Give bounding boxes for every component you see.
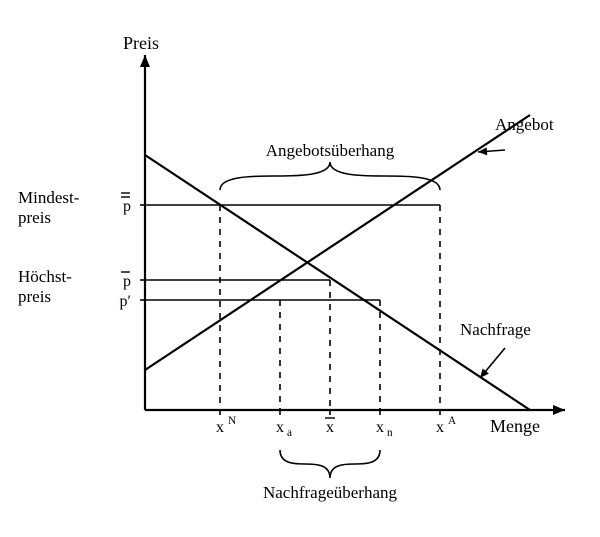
xtick-xA: xA	[436, 410, 456, 436]
econ-diagram: Preis Menge Angebot Nachfrage Mindest- p…	[0, 0, 600, 537]
svg-text:A: A	[448, 415, 456, 427]
svg-text:p: p	[123, 273, 131, 290]
x-axis-arrowhead	[553, 405, 565, 415]
surplus-label: Angebotsüberhang	[266, 141, 395, 160]
ytick-p-prime: p′	[120, 293, 146, 310]
y-axis-label: Preis	[123, 33, 159, 53]
x-axis-label: Menge	[490, 416, 540, 436]
xtick-xa: xa	[276, 410, 292, 439]
demand-curve	[145, 155, 530, 410]
xtick-xn: xn	[376, 410, 393, 439]
maxprice-label-1: Höchst-	[18, 267, 72, 286]
minprice-label-1: Mindest-	[18, 188, 80, 207]
brace-shortage	[280, 450, 380, 478]
demand-label: Nachfrage	[460, 320, 531, 339]
ytick-p-doublebar: p	[121, 193, 145, 215]
shortage-label: Nachfrageüberhang	[263, 483, 398, 502]
maxprice-label-2: preis	[18, 287, 51, 306]
svg-text:p: p	[123, 198, 131, 215]
svg-text:x: x	[326, 419, 334, 436]
svg-text:x: x	[376, 419, 384, 436]
ytick-p-bar: p	[121, 272, 145, 290]
y-axis-arrowhead	[140, 55, 150, 67]
svg-text:p′: p′	[120, 293, 132, 310]
svg-text:x: x	[216, 419, 224, 436]
xtick-xbar: x	[325, 410, 335, 436]
svg-text:N: N	[228, 415, 236, 427]
xtick-xN: xN	[216, 410, 236, 436]
minprice-label-2: preis	[18, 208, 51, 227]
svg-text:n: n	[387, 427, 393, 439]
brace-surplus	[220, 162, 440, 190]
supply-label: Angebot	[495, 115, 554, 134]
svg-text:x: x	[436, 419, 444, 436]
svg-text:x: x	[276, 419, 284, 436]
svg-text:a: a	[287, 427, 292, 439]
